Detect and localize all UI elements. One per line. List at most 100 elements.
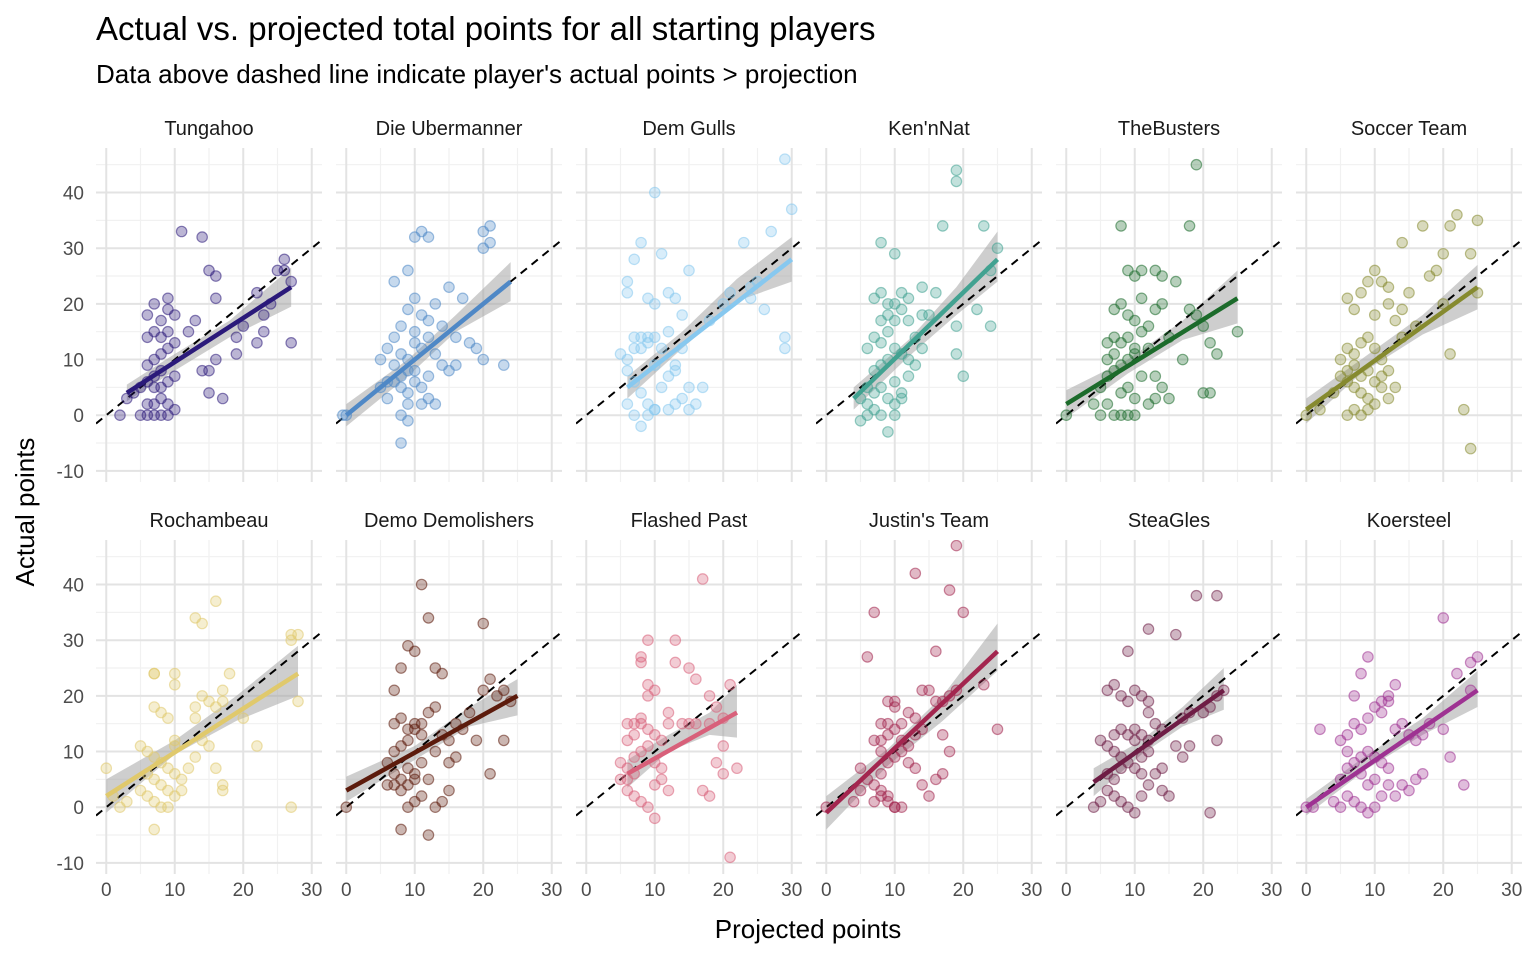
data-point — [168, 667, 181, 680]
data-point — [450, 751, 462, 763]
x-tick-label: 10 — [404, 880, 425, 901]
data-point — [1437, 612, 1450, 624]
y-tick-label: 30 — [63, 239, 84, 260]
data-point — [950, 164, 963, 177]
data-point — [1122, 331, 1134, 344]
data-point — [991, 723, 1004, 736]
facet-label: Soccer Team — [1351, 118, 1467, 140]
data-point — [148, 823, 161, 836]
data-point — [141, 309, 154, 321]
facet-label: Dem Gulls — [642, 118, 735, 140]
facet-panel: Dem Gulls — [576, 118, 802, 482]
fit-line — [125, 285, 293, 395]
facet-panel: Rochambeau 0 10 20 30 -10 0 10 20 30 40 — [57, 510, 323, 901]
data-point — [1382, 695, 1395, 708]
data-point — [402, 303, 414, 316]
data-point — [923, 309, 935, 321]
data-point — [854, 762, 867, 775]
data-point — [888, 375, 901, 388]
confidence-band — [627, 684, 737, 788]
data-point — [930, 645, 942, 658]
data-point — [916, 342, 928, 355]
x-tick-label: 10 — [164, 880, 185, 901]
data-point — [1170, 740, 1182, 752]
data-point — [402, 387, 414, 399]
data-point — [381, 392, 394, 405]
data-point — [943, 584, 956, 596]
data-point — [1128, 392, 1141, 405]
data-point — [470, 734, 483, 747]
data-point — [1368, 773, 1381, 786]
fit-line — [105, 671, 300, 798]
data-point — [642, 740, 654, 752]
fit-line — [1305, 688, 1479, 810]
data-point — [216, 784, 229, 797]
data-point — [703, 690, 716, 702]
data-point — [669, 656, 682, 669]
data-point — [189, 751, 202, 763]
data-point — [1368, 801, 1381, 813]
x-tick-label: 20 — [713, 880, 734, 901]
y-tick-label: 20 — [63, 295, 84, 316]
data-point — [1142, 398, 1155, 410]
data-point — [1451, 209, 1463, 221]
data-point — [162, 712, 174, 724]
data-point — [251, 337, 263, 349]
data-point — [1396, 236, 1408, 249]
x-tick-label: 30 — [1501, 880, 1522, 901]
data-point — [785, 203, 798, 216]
data-point — [189, 701, 202, 713]
data-point — [882, 426, 894, 438]
data-point — [1142, 695, 1155, 708]
data-point — [1101, 398, 1114, 410]
data-point — [621, 364, 634, 377]
x-tick-label: 30 — [1261, 880, 1282, 901]
x-tick-label: 10 — [1124, 880, 1145, 901]
data-point — [497, 359, 510, 371]
data-point — [902, 370, 915, 383]
data-point — [642, 634, 654, 646]
facet-panel: SteaGles 0 10 20 30 — [1056, 510, 1282, 901]
data-point — [977, 220, 990, 232]
data-point — [182, 325, 195, 338]
data-point — [1122, 381, 1134, 394]
data-point — [1156, 762, 1168, 775]
data-point — [1204, 337, 1216, 349]
data-point — [168, 337, 181, 349]
data-point — [669, 364, 682, 377]
data-point — [724, 678, 736, 691]
data-point — [916, 281, 928, 293]
x-tick-label: 30 — [301, 880, 322, 901]
data-point — [1375, 706, 1388, 719]
data-point — [1451, 667, 1463, 680]
data-point — [162, 784, 174, 797]
data-point — [1348, 359, 1361, 371]
data-point — [888, 398, 901, 410]
data-point — [162, 801, 174, 813]
facet-panel: Ken'nNat — [816, 118, 1042, 482]
data-point — [210, 292, 222, 305]
data-point — [991, 242, 1004, 254]
data-point — [1362, 651, 1374, 663]
data-point — [203, 387, 215, 399]
data-point — [642, 678, 654, 691]
data-point — [497, 684, 510, 697]
data-point — [854, 784, 867, 797]
data-point — [402, 734, 414, 747]
data-point — [216, 392, 229, 405]
data-point — [882, 717, 894, 730]
data-point — [477, 684, 490, 697]
data-point — [696, 573, 709, 585]
data-point — [635, 712, 647, 724]
confidence-band — [346, 262, 511, 427]
data-point — [930, 773, 942, 786]
facet-panel: Demo Demolishers 0 10 20 30 — [336, 510, 562, 901]
x-tick-label: 30 — [1021, 880, 1042, 901]
reference-line — [1296, 239, 1522, 425]
x-tick-label: 10 — [644, 880, 665, 901]
data-point — [422, 331, 435, 344]
data-point — [1108, 678, 1121, 691]
data-point — [1416, 220, 1429, 232]
data-point — [882, 325, 894, 338]
data-point — [1135, 790, 1148, 802]
